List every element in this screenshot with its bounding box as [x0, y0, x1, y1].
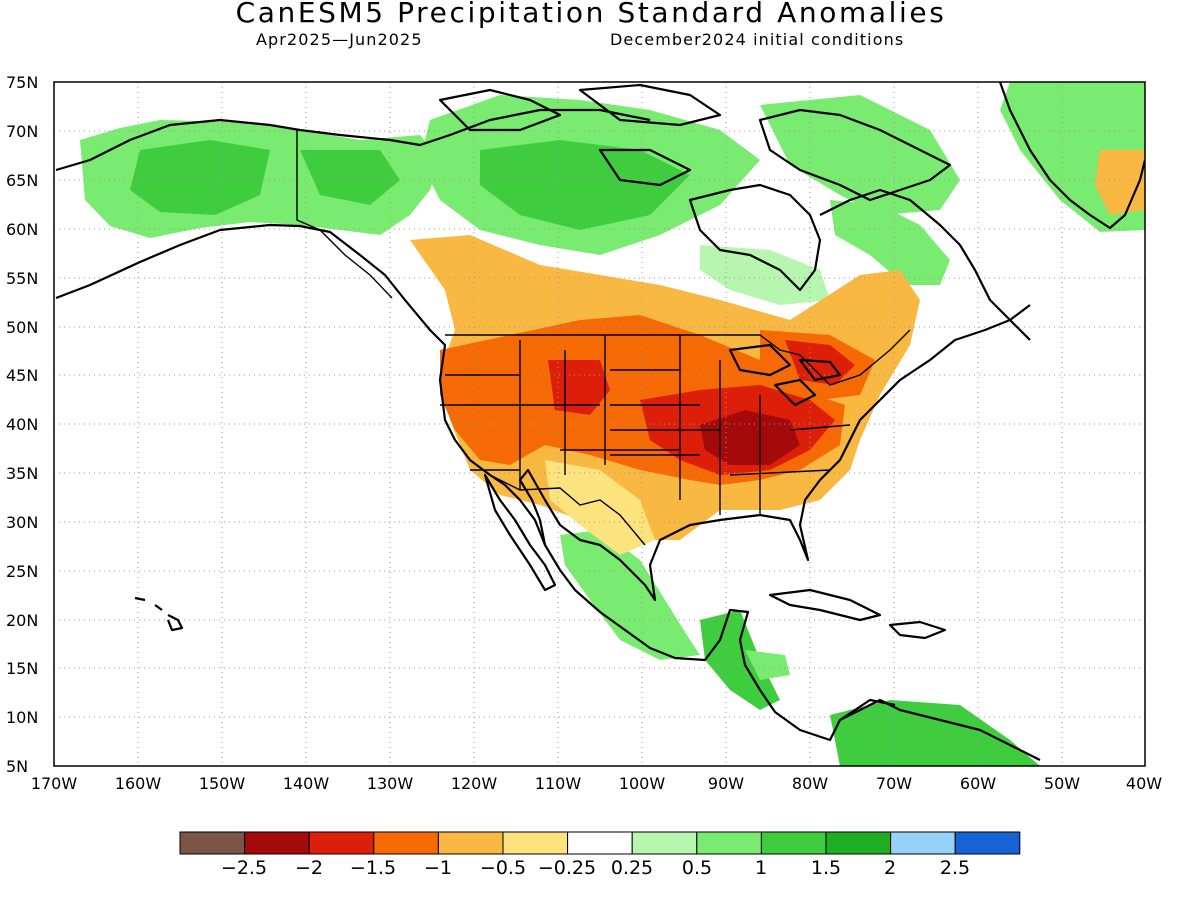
wet-patch-caribbean [745, 650, 790, 680]
initial-conditions: December2024 initial conditions [610, 30, 904, 49]
colorbar-swatch [696, 831, 762, 855]
strong-dry-region-plains [548, 360, 610, 415]
lat-label: 45N [6, 366, 38, 385]
coastline-great-lakes [728, 343, 842, 407]
coastline-baja [483, 473, 557, 592]
map-panel [53, 81, 1146, 767]
colorbar-swatch [567, 831, 633, 855]
lon-label: 70W [876, 774, 912, 793]
colorbar-swatch [179, 831, 246, 855]
wet-region-baffin [760, 95, 960, 215]
lon-label: 40W [1126, 774, 1162, 793]
lon-label: 170W [31, 774, 78, 793]
lat-label: 5N [6, 757, 28, 776]
forecast-period: Apr2025—Jun2025 [256, 30, 423, 49]
lat-label: 70N [6, 122, 38, 141]
colorbar-label: 0.5 [682, 857, 712, 879]
colorbar-label: −2.5 [221, 857, 267, 879]
coastline-baffin [758, 108, 952, 202]
colorbar-label: −1.5 [350, 857, 396, 879]
graticule [54, 82, 1145, 766]
wet-region-quebec [830, 200, 950, 285]
lat-label: 55N [6, 269, 38, 288]
political-borders [296, 130, 911, 546]
lon-label: 140W [283, 774, 330, 793]
coastline-labrador [819, 188, 1031, 341]
colorbar-swatch [437, 831, 504, 855]
colorbar-label: 1.5 [811, 857, 841, 879]
colorbar-swatch [631, 831, 698, 855]
wet-core-alaska [130, 140, 270, 215]
light-dry-region [545, 460, 655, 555]
colorbar-swatch [308, 831, 375, 855]
lat-label: 65N [6, 171, 38, 190]
lat-label: 40N [6, 415, 38, 434]
coastline-greenland [998, 82, 1145, 230]
colorbar-label: −1 [424, 857, 452, 879]
lat-label: 25N [6, 562, 38, 581]
lat-label: 10N [6, 708, 38, 727]
lat-label: 50N [6, 318, 38, 337]
colorbar-swatch [760, 831, 827, 855]
coastline-hawaii [134, 596, 184, 632]
lon-label: 60W [960, 774, 996, 793]
colorbar-swatches [179, 831, 1021, 855]
colorbar-swatch [502, 831, 569, 855]
border-us-canada [445, 329, 911, 386]
lon-label: 120W [451, 774, 498, 793]
wet-region-labrador [700, 245, 830, 305]
wet-core-yukon [300, 150, 400, 205]
lat-label: 35N [6, 464, 38, 483]
strong-dry-region-lakes [785, 340, 855, 385]
lon-label: 130W [367, 774, 414, 793]
colorbar-swatch [890, 831, 956, 855]
colorbar-labels: −2.5 −2 −1.5 −1 −0.5 −0.25 0.25 0.5 1 1.… [221, 857, 970, 879]
colorbar-label: 2 [884, 857, 896, 879]
border-alaska-canada [296, 130, 393, 299]
wet-region-central-america [700, 610, 780, 710]
coastline-hispaniola [888, 620, 947, 640]
coastline-cuba [768, 588, 882, 622]
lat-label: 60N [6, 220, 38, 239]
lat-label: 30N [6, 513, 38, 532]
lon-label: 90W [708, 774, 744, 793]
lon-label: 50W [1044, 774, 1080, 793]
colorbar-swatch [825, 831, 892, 855]
wet-region-mexico-pacific [560, 530, 700, 660]
colorbar-label: −2 [295, 857, 323, 879]
lon-label: 150W [199, 774, 246, 793]
lat-label: 75N [6, 73, 38, 92]
anomaly-fields [80, 82, 1145, 766]
lon-label: 80W [792, 774, 828, 793]
lat-label: 20N [6, 611, 38, 630]
colorbar-label: 2.5 [940, 857, 970, 879]
coastline-hudson-bay [688, 183, 822, 292]
lat-label: 15N [6, 659, 38, 678]
lon-label: 160W [115, 774, 162, 793]
colorbar-label: −0.25 [538, 857, 596, 879]
colorbar-label: −0.5 [480, 857, 526, 879]
lon-label: 100W [619, 774, 666, 793]
colorbar-swatch [954, 831, 1021, 855]
colorbar-swatch [373, 831, 439, 855]
coastline-south-america [839, 698, 1041, 761]
colorbar-swatch [244, 831, 310, 855]
map-frame [53, 81, 1146, 767]
colorbar-label: 1 [755, 857, 767, 879]
wet-core-arctic [480, 140, 690, 230]
colorbar-label: 0.25 [611, 857, 653, 879]
colorbar: −2.5 −2 −1.5 −1 −0.5 −0.25 0.25 0.5 1 1.… [179, 831, 1021, 879]
coastline-arctic-islands [438, 83, 722, 187]
map-title: CanESM5 Precipitation Standard Anomalies [236, 0, 947, 29]
border-us-states [440, 335, 851, 515]
wet-region-south-america [830, 700, 1040, 766]
lon-label: 110W [535, 774, 582, 793]
longitude-labels: 170W 160W 150W 140W 130W 120W 110W 100W … [31, 774, 1162, 793]
coastline-alaska-north [55, 108, 651, 172]
latitude-labels: 75N 70N 65N 60N 55N 50N 45N 40N 35N 30N … [6, 73, 38, 776]
